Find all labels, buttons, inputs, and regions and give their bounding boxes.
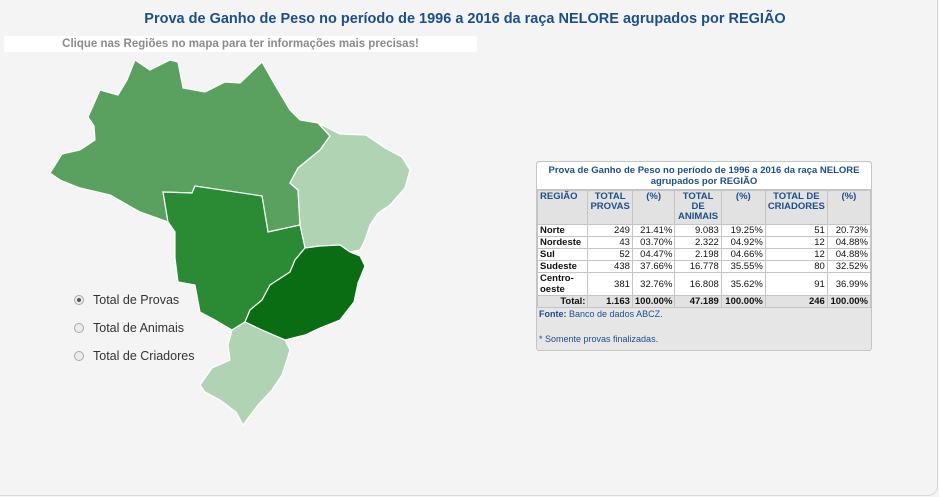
cell: 03.70% xyxy=(631,236,676,249)
source-note: Fonte: Banco de dados ABCZ. xyxy=(537,308,871,321)
summary-table-panel: Prova de Ganho de Peso no período de 199… xyxy=(536,161,872,351)
table-row: Sudeste 438 37.66% 16.778 35.55% 80 32.5… xyxy=(536,260,872,273)
table-row: Norte 249 21.41% 9.083 19.25% 51 20.73% xyxy=(536,224,872,237)
cell: 19.25% xyxy=(720,224,766,237)
cell: 12 xyxy=(764,248,828,261)
cell: 35.55% xyxy=(720,260,766,273)
col-header: (%) xyxy=(720,190,766,225)
cell: 16.778 xyxy=(674,260,722,273)
cell: 51 xyxy=(764,224,828,237)
cell: 249 xyxy=(587,224,633,237)
cell: 2.322 xyxy=(674,236,722,249)
option-total-animais[interactable]: Total de Animais xyxy=(74,314,194,342)
col-header: (%) xyxy=(826,190,872,225)
metric-selector: Total de Provas Total de Animais Total d… xyxy=(74,286,194,370)
cell: 12 xyxy=(764,236,828,249)
summary-table: REGIÃO TOTAL PROVAS (%) TOTAL DE ANIMAIS… xyxy=(536,190,872,308)
option-total-criadores[interactable]: Total de Criadores xyxy=(74,342,194,370)
cell: 100.00% xyxy=(826,295,872,308)
cell: 9.083 xyxy=(674,224,722,237)
cell: 04.92% xyxy=(720,236,766,249)
cell: Centro-oeste xyxy=(536,272,589,296)
cell: 35.62% xyxy=(720,272,766,296)
col-header: REGIÃO xyxy=(536,190,589,225)
region-sudeste[interactable] xyxy=(244,244,366,341)
cell: 91 xyxy=(764,272,828,296)
cell: 80 xyxy=(764,260,828,273)
source-text: Banco de dados ABCZ. xyxy=(569,309,663,319)
cell: 32.76% xyxy=(631,272,676,296)
table-total-row: Total: 1.163 100.00% 47.189 100.00% 246 … xyxy=(536,295,872,308)
cell: 21.41% xyxy=(631,224,676,237)
cell: 04.66% xyxy=(720,248,766,261)
option-label: Total de Criadores xyxy=(93,349,195,363)
cell: Sul xyxy=(536,248,589,261)
radio-total-criadores[interactable] xyxy=(74,351,84,361)
cell: 2.198 xyxy=(674,248,722,261)
cell: 37.66% xyxy=(631,260,676,273)
cell: 36.99% xyxy=(826,272,872,296)
page-title: Prova de Ganho de Peso no período de 199… xyxy=(144,11,786,27)
footnote: * Somente provas finalizadas. xyxy=(539,334,659,344)
cell: 381 xyxy=(587,272,633,296)
cell: Sudeste xyxy=(536,260,589,273)
table-row: Nordeste 43 03.70% 2.322 04.92% 12 04.88… xyxy=(536,236,872,249)
cell: 43 xyxy=(587,236,633,249)
option-label: Total de Animais xyxy=(93,321,185,335)
col-header: TOTAL DE ANIMAIS xyxy=(674,190,722,225)
cell: 100.00% xyxy=(631,295,676,308)
cell: Norte xyxy=(536,224,589,237)
cell: 16.808 xyxy=(674,272,722,296)
col-header: (%) xyxy=(631,190,676,225)
map-hint: Clique nas Regiões no mapa para ter info… xyxy=(4,36,477,52)
col-header: TOTAL PROVAS xyxy=(587,190,633,225)
region-nordeste[interactable] xyxy=(289,122,411,253)
table-row: Centro-oeste 381 32.76% 16.808 35.62% 91… xyxy=(536,272,872,296)
cell: Nordeste xyxy=(536,236,589,249)
col-header: TOTAL DE CRIADORES xyxy=(764,190,828,225)
cell: Total: xyxy=(536,295,589,308)
cell: 246 xyxy=(764,295,828,308)
source-label: Fonte: xyxy=(539,309,567,319)
table-row: Sul 52 04.47% 2.198 04.66% 12 04.88% xyxy=(536,248,872,261)
table-header-row: REGIÃO TOTAL PROVAS (%) TOTAL DE ANIMAIS… xyxy=(536,190,872,225)
option-label: Total de Provas xyxy=(93,293,180,307)
table-title: Prova de Ganho de Peso no período de 199… xyxy=(537,162,871,190)
cell: 20.73% xyxy=(826,224,872,237)
option-total-provas[interactable]: Total de Provas xyxy=(74,286,194,314)
cell: 1.163 xyxy=(587,295,633,308)
cell: 32.52% xyxy=(826,260,872,273)
cell: 100.00% xyxy=(720,295,766,308)
cell: 52 xyxy=(587,248,633,261)
cell: 04.88% xyxy=(826,248,872,261)
cell: 04.88% xyxy=(826,236,872,249)
cell: 47.189 xyxy=(674,295,722,308)
region-sul[interactable] xyxy=(199,321,291,427)
cell: 438 xyxy=(587,260,633,273)
radio-total-provas[interactable] xyxy=(74,295,84,305)
radio-total-animais[interactable] xyxy=(74,323,84,333)
cell: 04.47% xyxy=(631,248,676,261)
